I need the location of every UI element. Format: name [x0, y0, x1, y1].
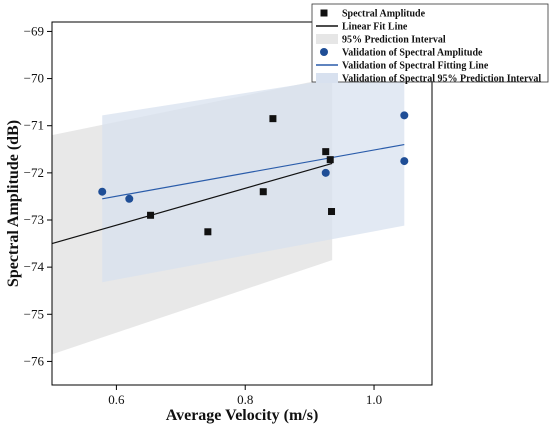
lines-layer: [51, 143, 405, 245]
legend-box: [311, 3, 549, 83]
validation-point: [400, 111, 409, 120]
legend-key-band: [316, 34, 338, 44]
spectral-point: [147, 211, 155, 219]
axes-layer: 0.6 0.8 1.0 −76 −75 −74 −73 −72 −71 −70 −69 Avera…: [5, 21, 433, 424]
spectral-point: [322, 148, 330, 156]
x-axis-label: Average Velocity (m/s): [166, 407, 319, 424]
y-tick-label: −75: [24, 306, 44, 321]
x-tick-label: 0.8: [237, 392, 253, 407]
spectral-point: [204, 228, 212, 236]
fit-line-1: [51, 162, 333, 245]
legend-label: Validation of Spectral 95% Prediction In…: [342, 74, 541, 85]
y-tick-label: −70: [24, 71, 44, 86]
x-tick-label: 1.0: [366, 392, 382, 407]
legend-key-band: [316, 73, 338, 83]
validation-point: [321, 168, 330, 177]
spectral-point: [269, 115, 277, 123]
y-tick-label: −73: [24, 212, 44, 227]
spectral-point: [326, 156, 334, 164]
y-tick-label: −69: [24, 23, 44, 38]
validation-point: [125, 194, 134, 203]
points-layer: [98, 111, 409, 236]
y-axis-label: Spectral Amplitude (dB): [5, 120, 22, 287]
y-tick-label: −76: [24, 353, 45, 368]
y-tick-label: −74: [24, 259, 45, 274]
bands-layer: [52, 68, 405, 355]
legend-key-circle: [320, 48, 328, 56]
legend-label: Spectral Amplitude: [342, 9, 426, 20]
fit-line-4: [102, 143, 405, 200]
y-tick-label: −71: [24, 118, 44, 133]
spectral-point: [328, 208, 336, 216]
spectral-point: [259, 188, 267, 196]
prediction-band-5: [102, 68, 405, 283]
plot-frame: [51, 21, 433, 386]
x-ticks: 0.6 0.8 1.0: [108, 385, 382, 407]
legend-label: Validation of Spectral Fitting Line: [342, 61, 489, 72]
legend-key-square: [320, 9, 328, 17]
validation-point: [98, 187, 107, 196]
y-tick-label: −72: [24, 165, 44, 180]
legend: Spectral Amplitude Linear Fit Line 95% Pre…: [311, 3, 549, 85]
y-ticks: −76 −75 −74 −73 −72 −71 −70 −69: [24, 23, 52, 368]
legend-label: Linear Fit Line: [342, 22, 408, 33]
x-tick-label: 0.6: [108, 392, 125, 407]
validation-point: [400, 157, 409, 166]
legend-label: 95% Prediction Interval: [342, 35, 446, 46]
legend-items: Spectral Amplitude Linear Fit Line 95% Pre…: [316, 9, 541, 85]
legend-label: Validation of Spectral Amplitude: [342, 48, 483, 59]
